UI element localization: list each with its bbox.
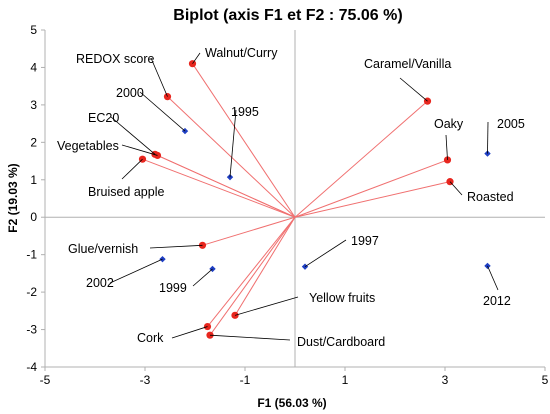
- x-tick-label: -1: [240, 373, 251, 387]
- variable-label-caramel-vanilla: Caramel/Vanilla: [364, 57, 451, 71]
- vector-bruised-apple: [142, 158, 296, 218]
- variable-label-dust-cardboard: Dust/Cardboard: [297, 335, 385, 349]
- leader-line-cork: [171, 326, 208, 339]
- leader-line-1997: [304, 239, 347, 267]
- variable-label-roasted: Roasted: [467, 190, 514, 204]
- x-tick-label: 1: [342, 373, 349, 387]
- x-tick-label: 5: [542, 373, 549, 387]
- leader-line-2002: [109, 258, 163, 284]
- y-tick-label: -1: [26, 248, 37, 262]
- variable-label-vegetables: Vegetables: [57, 139, 119, 153]
- point-labels: Walnut/Curry REDOX score EC20 Vegetables Bru…: [57, 46, 525, 349]
- y-tick-label: -3: [26, 323, 37, 337]
- vector-redox-score: [167, 96, 296, 218]
- variable-label-glue-vernish: Glue/vernish: [68, 242, 138, 256]
- leader-line-2000: [139, 91, 186, 132]
- variable-label-cork: Cork: [137, 331, 164, 345]
- variable-label-oaky: Oaky: [434, 117, 464, 131]
- leader-line-bruised-apple: [121, 158, 143, 180]
- variable-point-glue-vernish: [198, 241, 207, 249]
- leader-line-1995: [229, 109, 237, 178]
- variable-vectors: [142, 63, 451, 336]
- y-tick-label: 1: [30, 173, 37, 187]
- vector-yellow-fruits: [234, 216, 296, 316]
- leader-line-roasted: [449, 181, 463, 196]
- observation-label-2012: 2012: [483, 294, 511, 308]
- observation-label-2000: 2000: [116, 86, 144, 100]
- variable-label-walnut-curry: Walnut/Curry: [205, 46, 278, 60]
- y-axis-title: F2 (19.03 %): [6, 163, 20, 232]
- y-tick-label: -4: [26, 360, 37, 374]
- variable-point-walnut-curry: [188, 60, 197, 68]
- y-tick-label: 5: [30, 23, 37, 37]
- axes: -5 -3 -1 1 3 5 -4 -3 -2 -1 0 1 2 3 4 5: [26, 23, 548, 387]
- chart-title: Biplot (axis F1 et F2 : 75.06 %): [173, 7, 402, 24]
- leader-line-redox-score: [150, 57, 168, 97]
- observation-label-2005: 2005: [497, 117, 525, 131]
- variable-label-redox-score: REDOX score: [76, 52, 155, 66]
- leader-line-yellow-fruits: [234, 296, 299, 316]
- y-tick-label: 4: [30, 60, 37, 74]
- leader-line-vegetables: [121, 144, 158, 156]
- leader-line-2012: [487, 265, 499, 291]
- leader-line-oaky: [445, 134, 448, 160]
- vector-oaky: [294, 159, 448, 218]
- observation-label-1995: 1995: [231, 105, 259, 119]
- vector-roasted: [294, 181, 451, 218]
- x-tick-label: -5: [40, 373, 51, 387]
- leader-line-walnut-curry: [192, 52, 201, 64]
- vector-glue-vernish: [202, 216, 296, 246]
- observation-label-1999: 1999: [159, 281, 187, 295]
- observation-label-2002: 2002: [86, 276, 114, 290]
- variable-label-ec20: EC20: [88, 111, 119, 125]
- variable-label-yellow-fruits: Yellow fruits: [309, 291, 375, 305]
- x-axis-title: F1 (56.03 %): [257, 396, 326, 410]
- leader-line-caramel-vanilla: [399, 77, 428, 102]
- leader-line-dust-cardboard: [209, 334, 291, 341]
- vector-cork: [207, 216, 296, 327]
- y-tick-label: -2: [26, 285, 37, 299]
- x-tick-label: 3: [442, 373, 449, 387]
- vector-vegetables: [157, 154, 296, 218]
- vector-caramel-vanilla: [294, 100, 428, 218]
- observation-label-1997: 1997: [351, 234, 379, 248]
- y-tick-label: 3: [30, 98, 37, 112]
- leader-line-ec20: [110, 116, 156, 155]
- y-tick-label: 0: [30, 210, 37, 224]
- leader-line-glue-vernish: [149, 244, 203, 249]
- variable-label-bruised-apple: Bruised apple: [88, 185, 164, 199]
- y-tick-label: 2: [30, 135, 37, 149]
- vector-dust-cardboard: [209, 216, 296, 336]
- observation-point-1995: [226, 173, 234, 181]
- leader-line-2005: [487, 121, 489, 154]
- x-tick-label: -3: [140, 373, 151, 387]
- vector-walnut-curry: [192, 63, 296, 218]
- leader-line-1999: [192, 268, 213, 287]
